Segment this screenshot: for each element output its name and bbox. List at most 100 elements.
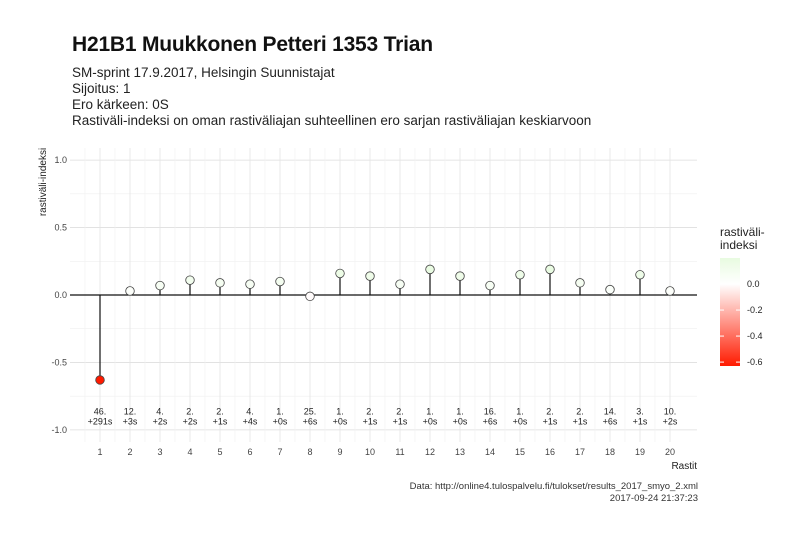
- x-tick-label: 18: [605, 447, 615, 457]
- data-point: [95, 375, 105, 385]
- x-tick-label: 17: [575, 447, 585, 457]
- point-label: +1s: [543, 417, 558, 427]
- legend-colorbar: [720, 258, 740, 366]
- x-tick-label: 14: [485, 447, 495, 457]
- caption-source: Data: http://online4.tulospalvelu.fi/tul…: [409, 481, 698, 492]
- data-point: [215, 278, 225, 288]
- legend-tick-label: -0.6: [747, 357, 763, 367]
- point-label: +1s: [363, 417, 378, 427]
- data-point: [395, 279, 405, 289]
- data-point: [125, 286, 135, 296]
- y-tick-label: 1.0: [54, 155, 67, 165]
- data-point: [605, 284, 615, 295]
- data-point: [665, 286, 675, 296]
- x-tick-label: 8: [307, 447, 312, 457]
- point-label: +6s: [483, 417, 498, 427]
- point-label: +1s: [213, 417, 228, 427]
- subtitle-line-description: Rastiväli-indeksi on oman rastiväliajan …: [72, 113, 592, 128]
- point-label: +6s: [303, 417, 318, 427]
- point-label: +2s: [153, 417, 168, 427]
- point-label: +2s: [183, 417, 198, 427]
- point-label: 14.: [604, 407, 617, 417]
- data-point: [575, 278, 585, 288]
- point-label: 2.: [186, 407, 194, 417]
- subtitle-line-placing: Sijoitus: 1: [72, 81, 131, 96]
- data-point: [185, 275, 195, 285]
- subtitle-line-event: SM-sprint 17.9.2017, Helsingin Suunnista…: [72, 65, 335, 80]
- point-label: +291s: [88, 417, 113, 427]
- chart-subtitle: SM-sprint 17.9.2017, Helsingin Suunnista…: [72, 65, 591, 129]
- legend-tick-label: -0.4: [747, 331, 763, 341]
- point-label: +0s: [453, 417, 468, 427]
- legend-tick-label: 0.0: [747, 279, 760, 289]
- point-label: 2.: [366, 407, 374, 417]
- x-tick-label: 5: [217, 447, 222, 457]
- x-axis-label: Rastit: [671, 461, 697, 472]
- x-tick-label: 19: [635, 447, 645, 457]
- point-label: +0s: [423, 417, 438, 427]
- y-tick-label: 0.5: [54, 223, 67, 233]
- point-label: 1.: [426, 407, 434, 417]
- point-label: 1.: [276, 407, 284, 417]
- point-label: 4.: [156, 407, 164, 417]
- point-label: 2.: [546, 407, 554, 417]
- data-point: [365, 271, 375, 281]
- data-point: [545, 264, 555, 275]
- x-tick-label: 9: [337, 447, 342, 457]
- y-tick-label: 0.0: [54, 290, 67, 300]
- x-tick-label: 6: [247, 447, 252, 457]
- point-labels: 46.+291s12.+3s4.+2s2.+2s2.+1s4.+4s1.+0s2…: [88, 407, 678, 427]
- x-tick-label: 15: [515, 447, 525, 457]
- point-label: +0s: [333, 417, 348, 427]
- data-point: [425, 264, 435, 275]
- point-label: 12.: [124, 407, 137, 417]
- x-tick-label: 10: [365, 447, 375, 457]
- x-tick-labels: 1 2 3 4 5 6 7 8 9 10 11 12 13 14 15 16 17 18 19 20: [97, 447, 675, 457]
- point-label: 46.: [94, 407, 107, 417]
- x-tick-label: 3: [157, 447, 162, 457]
- point-label: 2.: [576, 407, 584, 417]
- data-point: [245, 279, 255, 289]
- caption-timestamp: 2017-09-24 21:37:23: [609, 493, 698, 504]
- point-label: +2s: [663, 417, 678, 427]
- data-point: [455, 271, 465, 281]
- legend-title-line-1: rastiväli-: [720, 225, 765, 239]
- subtitle-line-gap: Ero kärkeen: 0S: [72, 97, 169, 112]
- point-label: 25.: [304, 407, 317, 417]
- point-label: +0s: [513, 417, 528, 427]
- point-label: 1.: [516, 407, 524, 417]
- point-label: +6s: [603, 417, 618, 427]
- y-tick-label: -0.5: [51, 357, 67, 367]
- point-label: +1s: [573, 417, 588, 427]
- point-label: 1.: [336, 407, 344, 417]
- chart-points: [95, 264, 675, 385]
- chart-title: H21B1 Muukkonen Petteri 1353 Trian: [72, 33, 433, 56]
- y-tick-labels: -1.0 -0.5 0.0 0.5 1.0: [51, 155, 67, 435]
- y-axis-label: rastiväli-indeksi: [38, 148, 49, 216]
- x-tick-label: 13: [455, 447, 465, 457]
- point-label: 3.: [636, 407, 644, 417]
- data-point: [515, 270, 525, 280]
- legend-title-line-2: indeksi: [720, 238, 758, 252]
- point-label: +4s: [243, 417, 258, 427]
- x-tick-label: 12: [425, 447, 435, 457]
- chart-caption: Data: http://online4.tulospalvelu.fi/tul…: [410, 481, 698, 505]
- point-label: +0s: [273, 417, 288, 427]
- point-label: +1s: [393, 417, 408, 427]
- data-point: [155, 280, 165, 291]
- point-label: 2.: [216, 407, 224, 417]
- point-label: +1s: [633, 417, 648, 427]
- x-tick-label: 1: [97, 447, 102, 457]
- legend-ticks: 0.0 -0.2 -0.4 -0.6: [720, 279, 763, 367]
- point-label: 2.: [396, 407, 404, 417]
- data-point: [635, 270, 645, 280]
- data-point: [305, 291, 315, 302]
- point-label: 4.: [246, 407, 254, 417]
- x-tick-label: 2: [127, 447, 132, 457]
- y-tick-label: -1.0: [51, 425, 67, 435]
- x-tick-label: 7: [277, 447, 282, 457]
- point-label: 10.: [664, 407, 677, 417]
- data-point: [335, 268, 345, 279]
- data-point: [485, 280, 495, 291]
